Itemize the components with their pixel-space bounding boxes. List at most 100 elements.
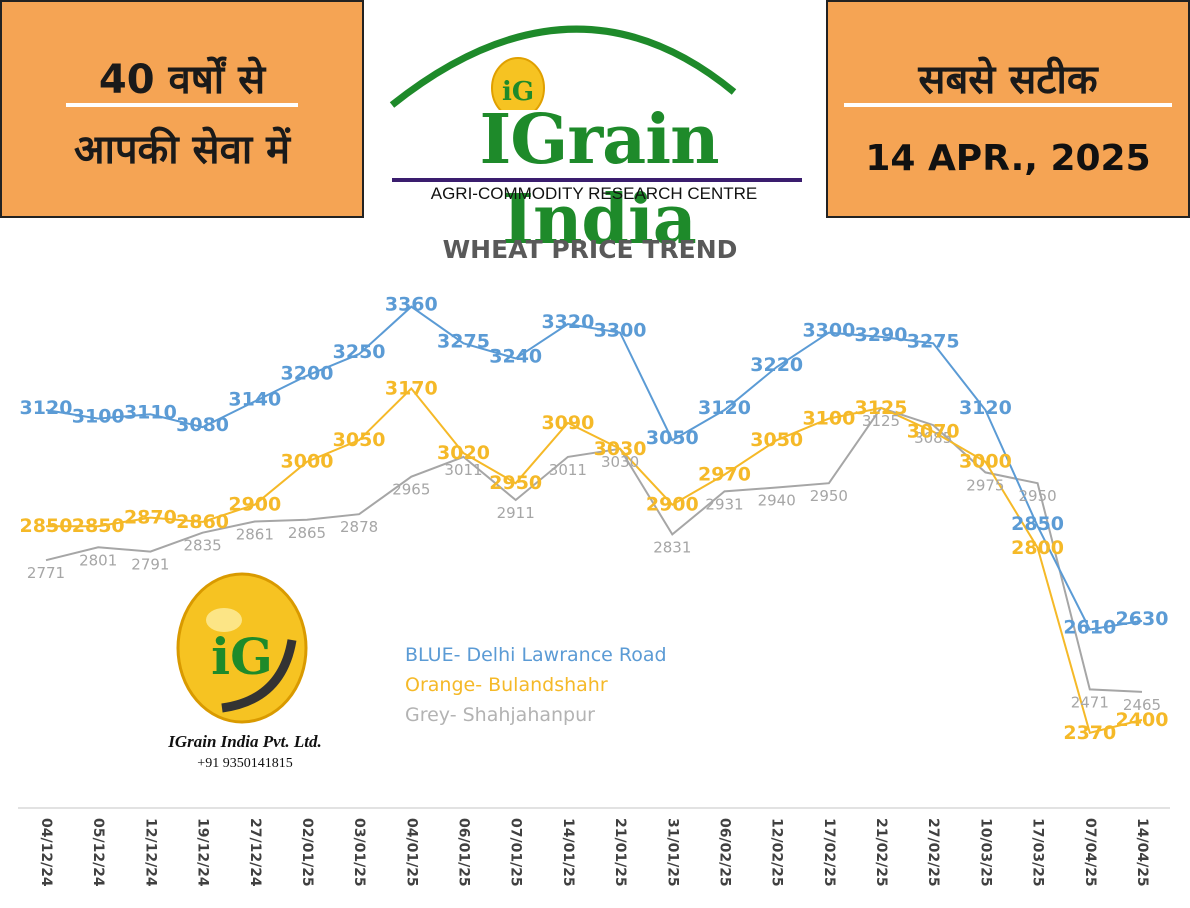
data-label-blue: 3080	[176, 414, 229, 436]
data-label-grey: 3125	[862, 412, 900, 430]
header-accuracy-text: सबसे सटीक	[918, 57, 1098, 103]
data-label-blue: 3360	[385, 294, 438, 316]
header-right-panel: सबसे सटीक 14 APR., 2025	[826, 0, 1190, 218]
data-label-blue: 3240	[489, 345, 542, 367]
data-label-orange: 3000	[281, 451, 334, 473]
x-tick-label: 03/01/25	[351, 818, 367, 887]
data-label-orange: 2870	[124, 507, 177, 529]
data-label-grey: 2965	[392, 481, 430, 499]
brand-panel: iG IGrain India AGRI-COMMODITY RESEARCH …	[364, 0, 826, 260]
x-tick-label: 14/04/25	[1134, 818, 1150, 887]
data-label-blue: 3300	[802, 320, 855, 342]
data-label-grey: 2911	[497, 504, 535, 522]
company-logo-text: iG	[211, 627, 273, 686]
data-label-grey: 2791	[131, 556, 169, 574]
data-label-grey: 2878	[340, 518, 378, 536]
x-tick-label: 12/02/25	[769, 818, 785, 887]
data-label-orange: 2970	[698, 464, 751, 486]
data-label-grey: 2861	[236, 526, 274, 544]
data-label-grey: 2975	[966, 476, 1004, 494]
x-tick-label: 06/02/25	[717, 818, 733, 887]
data-label-blue: 3120	[959, 397, 1012, 419]
legend-blue: BLUE- Delhi Lawrance Road	[405, 644, 667, 666]
data-label-grey: 3030	[601, 453, 639, 471]
header-right-divider	[844, 103, 1172, 107]
x-tick-label: 31/01/25	[664, 818, 680, 887]
data-label-blue: 3100	[72, 406, 125, 428]
data-label-blue: 3290	[855, 324, 908, 346]
data-label-orange: 2950	[489, 472, 542, 494]
data-label-blue: 3140	[228, 388, 281, 410]
header-left-panel: 40 वर्षों से आपकी सेवा में	[0, 0, 364, 218]
wheat-price-chart: WHEAT PRICE TREND 2771 2801 2791 2835 2861 28…	[18, 235, 1170, 887]
x-tick-label: 06/01/25	[456, 818, 472, 887]
data-label-orange: 2860	[176, 511, 229, 533]
data-label-orange: 2370	[1063, 722, 1116, 744]
company-phone: +91 9350141815	[197, 756, 293, 771]
legend-grey: Grey- Shahjahanpur	[405, 704, 595, 726]
legend-orange: Orange- Bulandshahr	[405, 674, 608, 696]
company-info: IGrain India Pvt. Ltd. +91 9350141815	[130, 732, 360, 772]
company-logo: iG	[176, 572, 308, 724]
x-tick-label: 07/04/25	[1082, 818, 1098, 887]
brand-arch-logo: iG	[389, 25, 737, 110]
data-label-blue: 2850	[1011, 513, 1064, 535]
data-label-grey: 2771	[27, 564, 65, 582]
header-slogan-line1: 40 वर्षों से	[98, 57, 266, 103]
series-line-grey	[45, 406, 1143, 693]
x-tick-label: 19/12/24	[195, 818, 211, 887]
data-label-orange: 3020	[437, 442, 490, 464]
x-tick-label: 12/12/24	[142, 818, 158, 887]
brand-name: IGrain India	[479, 100, 719, 260]
small-logo-text: iG	[502, 77, 534, 107]
data-label-orange: 3050	[333, 429, 386, 451]
data-label-blue: 3275	[907, 330, 960, 352]
data-label-blue: 3110	[124, 401, 177, 423]
data-label-grey: 2801	[79, 551, 117, 569]
brand-underline	[392, 178, 802, 182]
data-label-blue: 3275	[437, 330, 490, 352]
data-label-orange: 3125	[855, 397, 908, 419]
data-label-blue: 3200	[281, 363, 334, 385]
x-tick-label: 27/12/24	[247, 818, 263, 887]
data-label-grey: 2471	[1071, 693, 1109, 711]
data-label-grey: 2940	[758, 492, 796, 510]
data-label-grey: 3011	[444, 461, 482, 479]
data-label-orange: 2850	[72, 515, 125, 537]
data-label-orange: 2900	[228, 494, 281, 516]
x-tick-label: 17/02/25	[821, 818, 837, 887]
data-label-grey: 2950	[810, 487, 848, 505]
data-label-orange: 3030	[594, 438, 647, 460]
data-label-blue: 3320	[541, 311, 594, 333]
data-label-orange: 3090	[541, 412, 594, 434]
data-label-orange: 3000	[959, 451, 1012, 473]
data-label-orange: 3100	[802, 408, 855, 430]
data-label-orange: 2850	[20, 515, 73, 537]
data-label-orange: 2400	[1116, 709, 1169, 731]
series-line-orange	[46, 387, 1143, 735]
data-label-grey: 2465	[1123, 696, 1161, 714]
data-label-blue: 3250	[333, 341, 386, 363]
x-tick-label: 07/01/25	[508, 818, 524, 887]
x-tick-label: 02/01/25	[299, 818, 315, 887]
x-tick-label: 21/02/25	[873, 818, 889, 887]
brand-tagline: AGRI-COMMODITY RESEARCH CENTRE	[430, 184, 758, 203]
x-tick-label: 04/12/24	[38, 818, 54, 887]
data-label-blue: 2610	[1063, 617, 1116, 639]
chart-title: WHEAT PRICE TREND	[443, 235, 738, 264]
header-slogan-line2: आपकी सेवा में	[73, 127, 291, 173]
data-label-grey: 2835	[184, 537, 222, 555]
header-left-divider	[66, 103, 298, 107]
data-label-blue: 3300	[594, 320, 647, 342]
data-label-blue: 3120	[20, 397, 73, 419]
data-label-orange: 2800	[1011, 537, 1064, 559]
data-label-grey: 3011	[549, 461, 587, 479]
data-label-blue: 3120	[698, 397, 751, 419]
data-label-orange: 3170	[385, 378, 438, 400]
x-tick-label: 14/01/25	[560, 818, 576, 887]
data-label-orange: 3070	[907, 421, 960, 443]
x-tick-label: 10/03/25	[977, 818, 993, 887]
data-label-grey: 3085	[914, 429, 952, 447]
data-label-grey: 2950	[1019, 487, 1057, 505]
data-label-blue: 3050	[646, 427, 699, 449]
